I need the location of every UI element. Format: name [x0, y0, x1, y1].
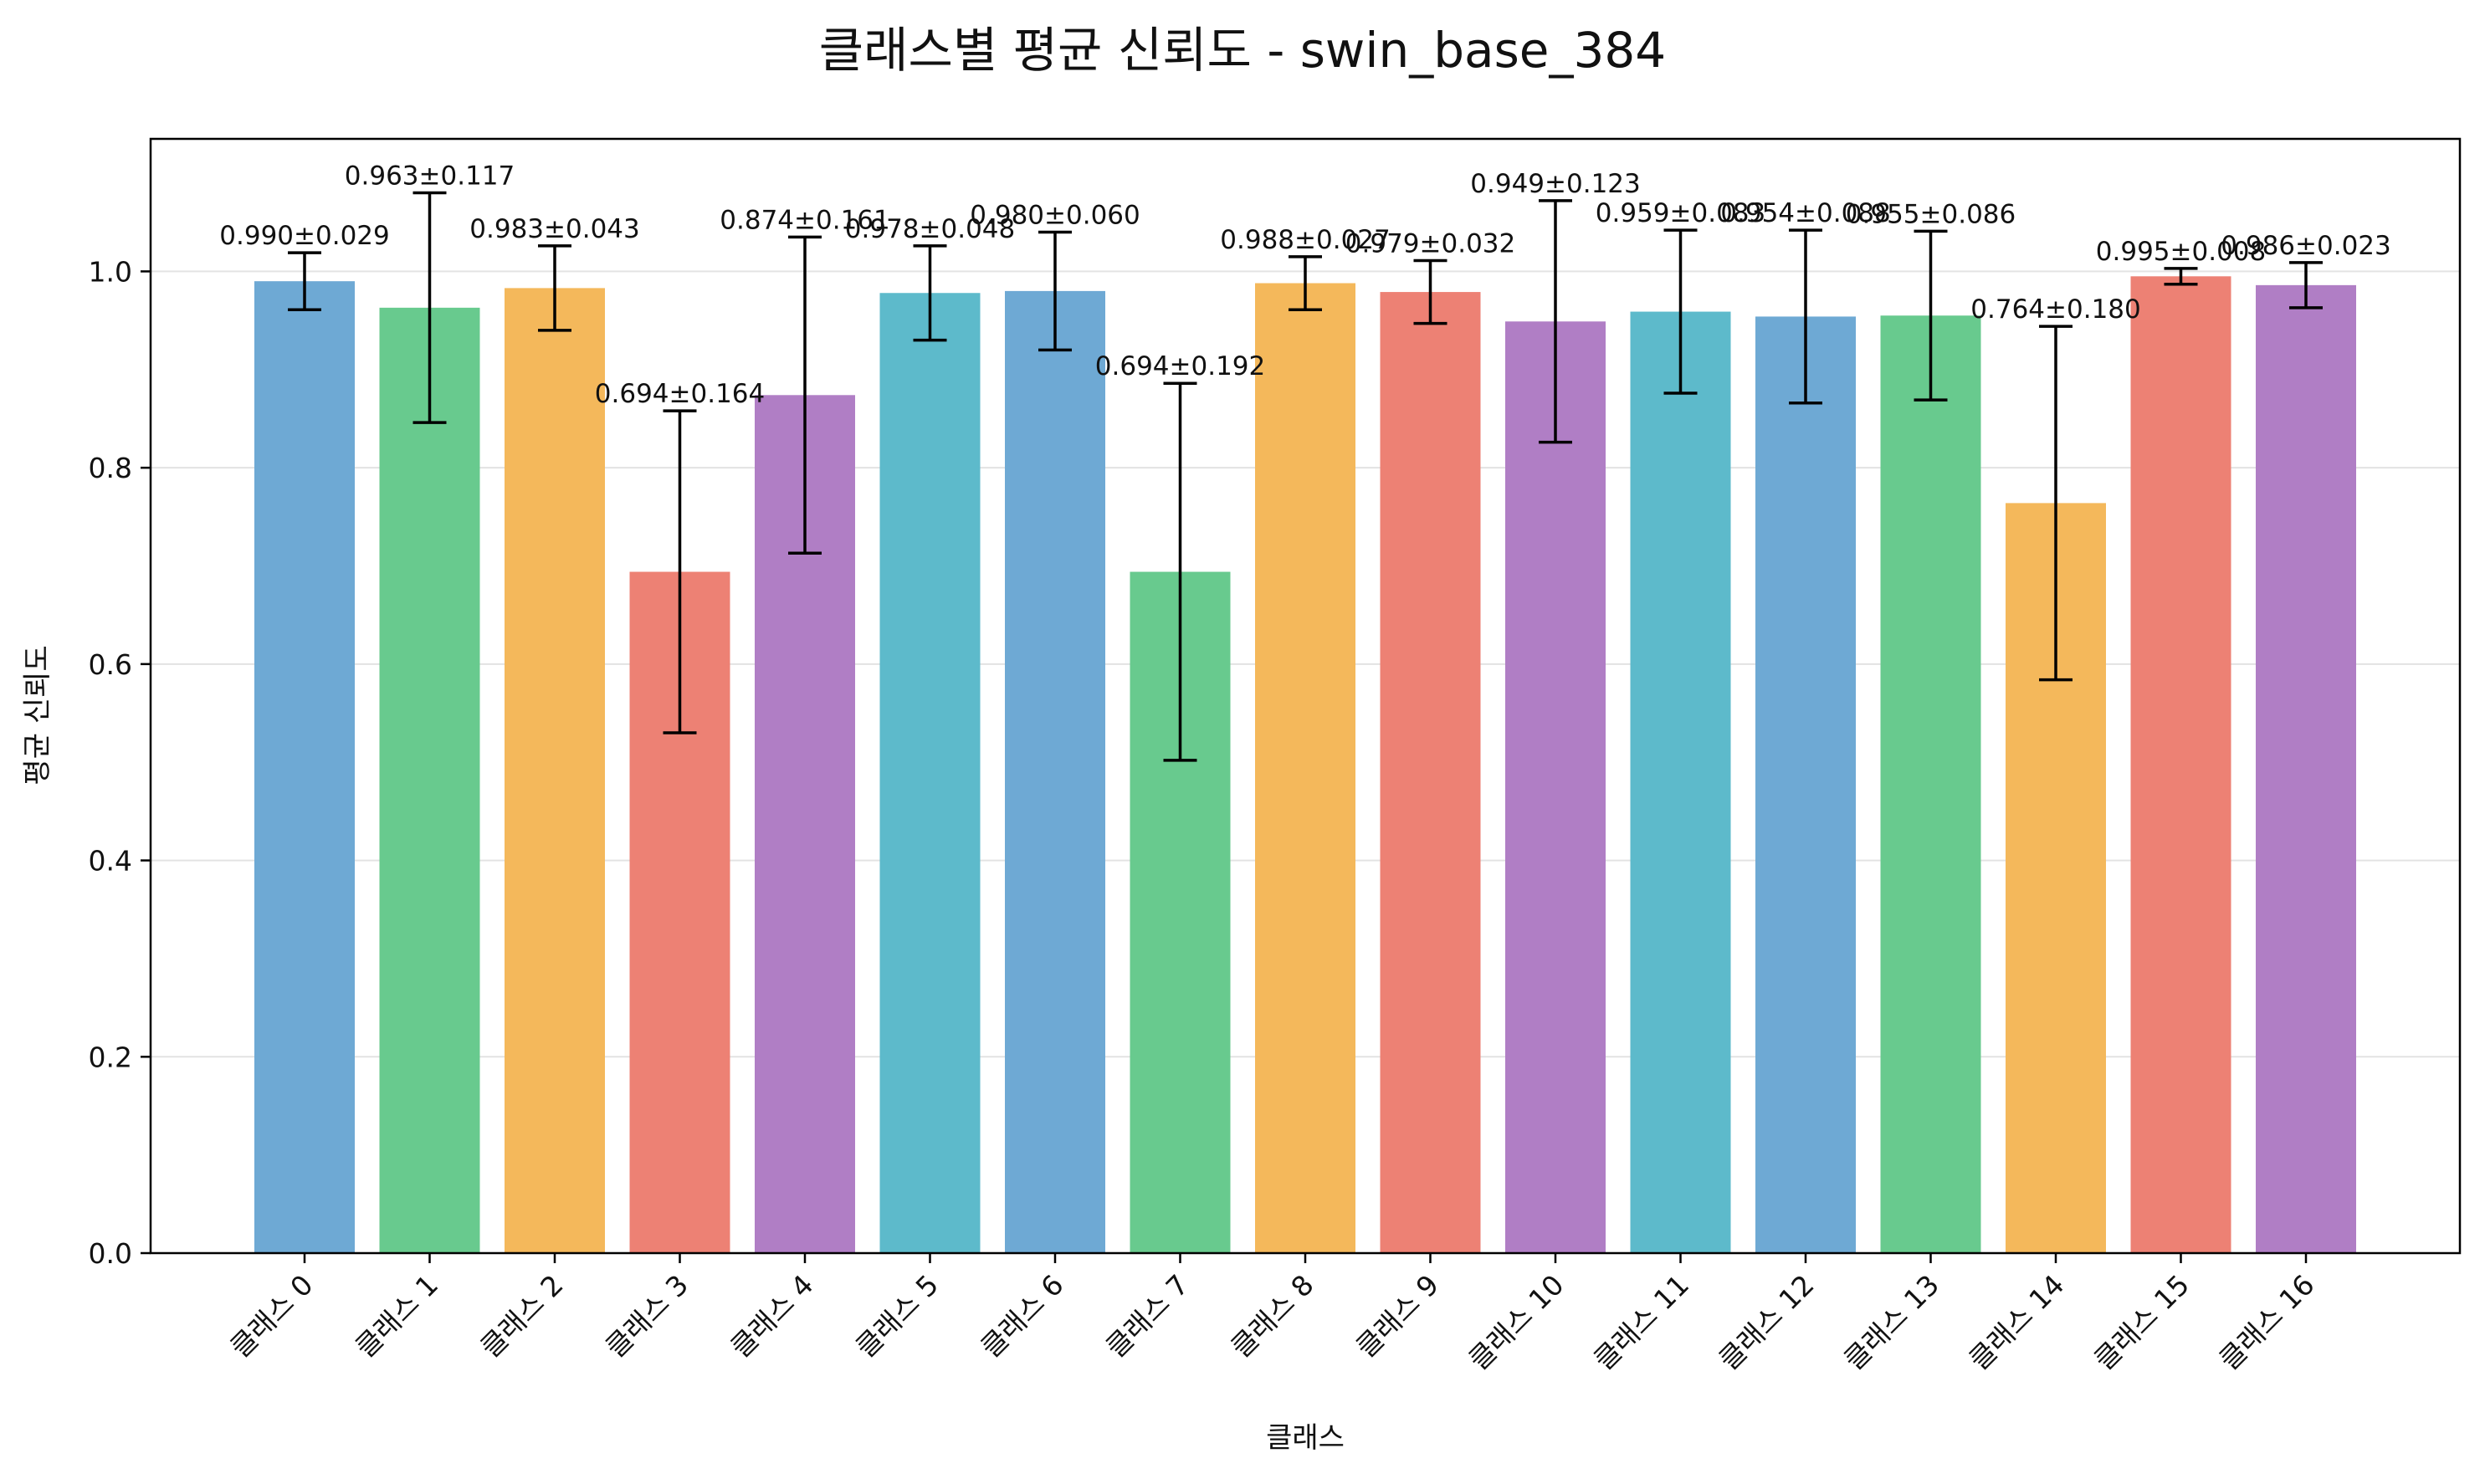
x-tick-label: 클래스 16 [2213, 1268, 2321, 1376]
x-tick-label: 클래스 13 [1837, 1268, 1945, 1376]
x-tick-label: 클래스 3 [599, 1268, 694, 1364]
bar [1005, 290, 1105, 1253]
x-tick-label: 클래스 2 [474, 1268, 569, 1364]
bar [1255, 283, 1355, 1253]
data-label: 0.988±0.027 [1220, 225, 1390, 255]
bar [1880, 315, 1981, 1253]
bar [379, 307, 480, 1253]
x-tick-label: 클래스 7 [1099, 1268, 1195, 1364]
y-tick-label: 1.0 [89, 255, 132, 288]
x-tick-label: 클래스 14 [1963, 1268, 2071, 1376]
bar [2256, 284, 2356, 1253]
data-label: 0.694±0.164 [595, 379, 765, 409]
bar [879, 293, 981, 1253]
bar [254, 281, 355, 1254]
x-tick-label: 클래스 6 [974, 1268, 1069, 1364]
data-labels: 0.990±0.029 0.963±0.117 0.983±0.043 0.694±0… [219, 161, 2390, 410]
bar [2130, 276, 2231, 1253]
bar [1630, 311, 1731, 1254]
data-label: 0.979±0.032 [1345, 229, 1515, 259]
x-axis-ticks: 클래스 0 클래스 1 클래스 2 클래스 3 클래스 4 클래스 5 클래스 6 클래스 7… [223, 1253, 2321, 1376]
x-tick-label: 클래스 11 [1587, 1268, 1695, 1376]
data-label: 0.995±0.008 [2096, 237, 2266, 267]
bar [1755, 316, 1856, 1253]
x-tick-label: 클래스 4 [724, 1268, 819, 1364]
x-tick-label: 클래스 9 [1350, 1268, 1445, 1364]
data-label: 0.949±0.123 [1470, 169, 1640, 199]
data-label: 0.990±0.029 [219, 221, 389, 251]
data-label: 0.980±0.060 [970, 200, 1140, 230]
data-label: 0.963±0.117 [345, 161, 515, 192]
y-tick-label: 0.0 [89, 1237, 132, 1270]
bar [505, 288, 605, 1254]
bar [1380, 292, 1481, 1253]
y-axis-ticks: 0.0 0.2 0.4 0.6 0.8 1.0 [89, 255, 151, 1270]
y-tick-label: 0.6 [89, 648, 132, 681]
x-tick-label: 클래스 10 [1463, 1268, 1570, 1376]
data-label: 0.874±0.161 [720, 205, 889, 235]
x-tick-label: 클래스 8 [1224, 1268, 1319, 1364]
bars [254, 276, 2356, 1254]
x-tick-label: 클래스 1 [349, 1268, 444, 1364]
x-axis-label: 클래스 [1266, 1421, 1345, 1455]
y-axis-label: 평균 신뢰도 [21, 645, 54, 785]
y-tick-label: 0.8 [89, 452, 132, 484]
y-tick-label: 0.4 [89, 845, 132, 878]
chart-title: 클래스별 평균 신뢰도 - swin_base_384 [819, 22, 1666, 79]
data-label: 0.983±0.043 [469, 214, 639, 244]
error-bars [288, 191, 2323, 762]
data-label: 0.978±0.048 [845, 214, 1015, 244]
data-label: 0.986±0.023 [2221, 231, 2390, 261]
data-label: 0.954±0.088 [1720, 198, 1890, 228]
data-label: 0.959±0.083 [1596, 198, 1765, 228]
bar [1505, 321, 1606, 1253]
data-label: 0.694±0.192 [1095, 351, 1265, 381]
x-tick-label: 클래스 5 [849, 1268, 945, 1364]
y-tick-label: 0.2 [89, 1041, 132, 1073]
x-tick-label: 클래스 12 [1713, 1268, 1821, 1376]
x-tick-label: 클래스 0 [223, 1268, 319, 1364]
data-label: 0.764±0.180 [1970, 294, 2140, 325]
x-tick-label: 클래스 15 [2088, 1268, 2196, 1376]
data-label: 0.955±0.086 [1846, 199, 2016, 229]
